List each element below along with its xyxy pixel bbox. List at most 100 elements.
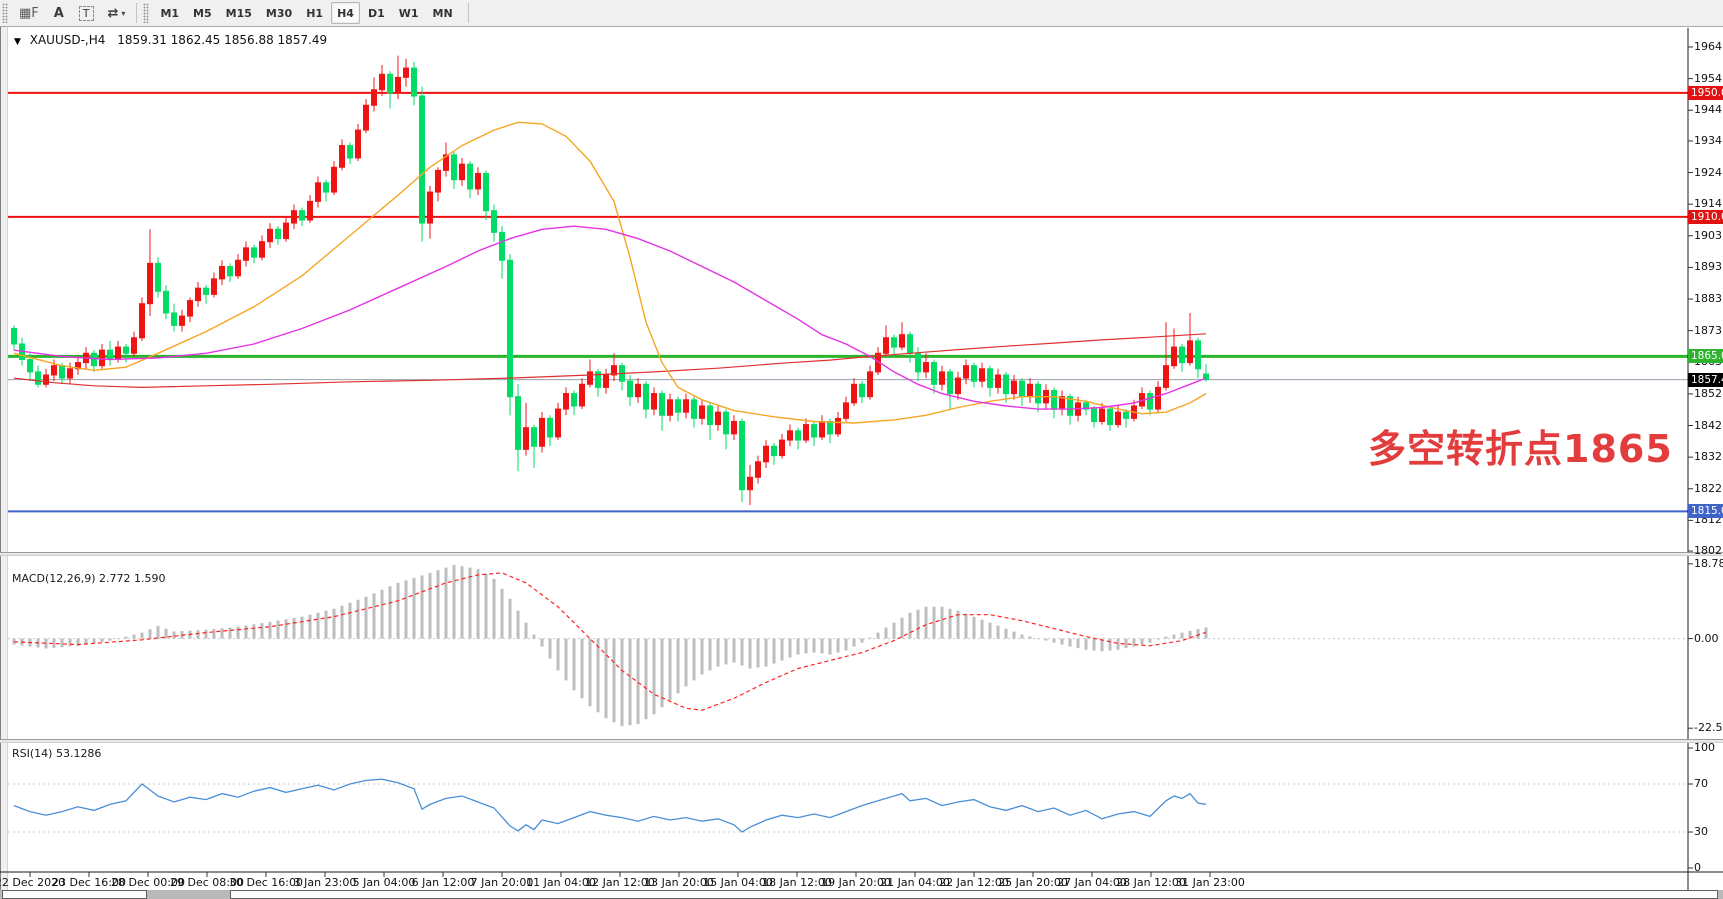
macd-histogram-bar <box>708 638 712 671</box>
text-tool-button[interactable]: T <box>73 2 100 24</box>
price-tick-label: 1944.4 <box>1694 103 1723 117</box>
macd-histogram-bar <box>548 638 552 659</box>
macd-tick-label: 18.788 <box>1694 556 1723 570</box>
horizontal-scrollbar-track[interactable] <box>0 890 1723 899</box>
candle-body <box>627 380 633 398</box>
indicators-icon-button[interactable]: ▦ F <box>13 2 45 24</box>
macd-pane-splitter[interactable] <box>0 552 1723 556</box>
scrollbar-left-segment[interactable] <box>2 890 147 899</box>
candle-body <box>1155 386 1161 410</box>
macd-histogram-bar <box>596 638 600 713</box>
candle-body <box>427 191 433 224</box>
macd-histogram-bar <box>540 638 544 647</box>
tf-button-M5[interactable]: M5 <box>193 6 212 20</box>
macd-histogram-bar <box>628 638 632 726</box>
candle-body <box>531 427 537 447</box>
macd-histogram-bar <box>652 638 656 715</box>
price-badge-1857.4: 1857.4 <box>1688 372 1723 387</box>
tf-button-W1[interactable]: W1 <box>398 6 419 20</box>
macd-histogram-bar <box>1140 638 1144 645</box>
macd-label: MACD(12,26,9) 2.772 1.590 <box>12 572 166 585</box>
text-label-button[interactable]: A <box>47 2 71 24</box>
macd-histogram-bar <box>828 638 832 655</box>
price-tick-label: 1802.2 <box>1694 544 1723 558</box>
styles-dropdown-button[interactable]: ⇄ ▾ <box>102 2 132 24</box>
timeframe-drag-handle[interactable] <box>143 3 150 23</box>
tf-button-M15[interactable]: M15 <box>225 6 252 20</box>
macd-histogram-bar <box>276 620 280 639</box>
price-tick-label: 1822.3 <box>1694 481 1723 495</box>
macd-histogram-bar <box>196 630 200 639</box>
candle-body <box>27 358 33 373</box>
candle-body <box>307 200 313 221</box>
candle-body <box>211 278 217 295</box>
macd-histogram-bar <box>428 572 432 639</box>
price-tick-label: 1842.7 <box>1694 418 1723 432</box>
tf-button-M1[interactable]: M1 <box>160 6 180 20</box>
candle-body <box>651 393 657 410</box>
candle-body <box>755 461 761 478</box>
toolbar-drag-handle[interactable] <box>2 3 8 23</box>
macd-histogram-bar <box>68 638 72 647</box>
macd-histogram-bar <box>796 638 800 655</box>
macd-histogram-bar <box>324 610 328 639</box>
chevron-down-icon: ▾ <box>121 8 126 18</box>
macd-histogram-bar <box>108 638 112 641</box>
candle-body <box>443 154 449 171</box>
candle-body <box>283 222 289 240</box>
candle-body <box>59 365 65 379</box>
scrollbar-thumb[interactable] <box>230 890 1718 899</box>
candle-body <box>331 166 337 193</box>
time-tick-label: 15 Jan 04:00 <box>703 876 773 889</box>
macd-histogram-bar <box>612 638 616 723</box>
tf-button-H1[interactable]: H1 <box>306 6 324 20</box>
time-tick-label: 6 Jan 12:00 <box>411 876 475 889</box>
macd-histogram-bar <box>868 637 872 639</box>
candle-body <box>947 371 953 395</box>
macd-histogram-bar <box>284 619 288 639</box>
macd-histogram-bar <box>1044 638 1048 641</box>
macd-histogram-bar <box>1068 638 1072 647</box>
candle-body <box>1179 346 1185 364</box>
macd-histogram-bar <box>300 616 304 639</box>
candle-body <box>107 349 113 360</box>
candle-body <box>587 371 593 385</box>
rsi-tick-label: 100 <box>1694 741 1715 754</box>
candle-body <box>91 352 97 367</box>
macd-histogram-bar <box>516 610 520 639</box>
rsi-pane-splitter[interactable] <box>0 739 1723 743</box>
candle-body <box>67 368 73 379</box>
time-tick-label: 28 Jan 12:00 <box>1116 876 1186 889</box>
macd-histogram-bar <box>500 588 504 639</box>
candle-body <box>355 129 361 159</box>
candle-body <box>1163 365 1169 388</box>
tf-button-H4[interactable]: H4 <box>331 2 360 24</box>
macd-histogram-bar <box>740 638 744 666</box>
macd-histogram-bar <box>924 606 928 639</box>
time-tick-label: 12 Jan 12:00 <box>585 876 655 889</box>
tf-button-MN[interactable]: MN <box>432 6 453 20</box>
candle-body <box>1091 408 1097 422</box>
collapse-quote-icon[interactable]: ▼ <box>14 37 21 47</box>
candle-body <box>467 163 473 190</box>
macd-histogram-bar <box>1132 638 1136 647</box>
price-tick-label: 1954.6 <box>1694 71 1723 85</box>
price-tick-label: 1903.9 <box>1694 228 1723 242</box>
macd-histogram-bar <box>1028 636 1032 639</box>
candle-body <box>731 420 737 435</box>
candle-body <box>635 383 641 398</box>
indicators-f-label: F <box>31 5 39 21</box>
macd-histogram-bar <box>1196 629 1200 639</box>
candle-body <box>819 420 825 438</box>
macd-histogram-bar <box>524 622 528 639</box>
candle-body <box>659 393 665 416</box>
time-tick-label: 27 Jan 04:00 <box>1057 876 1127 889</box>
time-tick-label: 19 Jan 20:00 <box>821 876 891 889</box>
macd-histogram-bar <box>916 609 920 639</box>
tf-button-M30[interactable]: M30 <box>265 6 293 20</box>
candle-body <box>323 182 329 193</box>
candle-body <box>1083 402 1089 410</box>
rsi-label: RSI(14) 53.1286 <box>12 747 102 760</box>
tf-button-D1[interactable]: D1 <box>367 6 385 20</box>
